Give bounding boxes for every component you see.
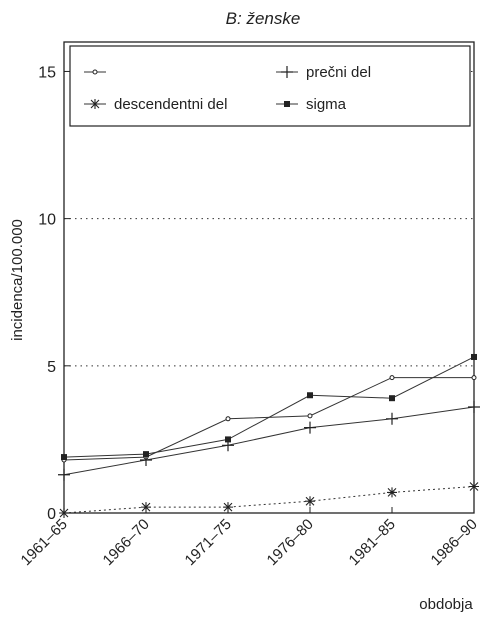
chart-title: B: ženske: [226, 9, 301, 28]
x-axis-label: obdobja: [419, 596, 473, 613]
point: [225, 416, 231, 422]
series-line: [63, 406, 475, 476]
x-tick-label: 1966–70: [100, 516, 153, 569]
point: [143, 451, 149, 458]
x-tick-label: 1986–90: [428, 516, 481, 569]
point: [471, 353, 477, 360]
legend-item: sigma: [276, 96, 347, 113]
y-tick-label: 10: [38, 212, 56, 229]
point: [468, 401, 480, 414]
legend: prečni del descendentni del sigma: [69, 45, 471, 127]
point: [223, 502, 233, 513]
point: [90, 99, 100, 109]
point: [304, 421, 316, 434]
series-line: [63, 356, 475, 458]
series-3: [59, 481, 479, 518]
point: [389, 395, 395, 402]
y-axis: 0 5 10 15: [38, 64, 70, 523]
legend-item: prečni del: [276, 64, 371, 81]
legend-label: sigma: [306, 96, 347, 113]
point: [281, 66, 293, 78]
point: [307, 413, 313, 419]
legend-label: prečni del: [306, 64, 371, 81]
point: [305, 496, 315, 507]
point: [307, 392, 313, 399]
legend-box: [69, 45, 471, 127]
series-line: [63, 486, 475, 514]
point: [92, 69, 98, 75]
legend-item: [84, 69, 106, 75]
x-tick-label: 1971–75: [182, 516, 235, 569]
series-4: [61, 353, 477, 461]
series-1: [61, 375, 477, 463]
point: [284, 101, 290, 107]
point: [386, 412, 398, 425]
x-tick-label: 1976–80: [264, 516, 317, 569]
series-line: [63, 377, 474, 461]
y-axis-label: incidenca/100.000: [9, 219, 26, 341]
plot-frame: [63, 41, 475, 514]
x-axis: 1961–65 1966–70 1971–75 1976–80 1981–85 1986–…: [18, 507, 481, 569]
point: [141, 502, 151, 513]
series-group: [58, 353, 480, 518]
legend-item: descendentni del: [84, 96, 227, 113]
y-tick-label: 15: [38, 64, 56, 81]
point: [61, 454, 67, 461]
point: [389, 375, 395, 381]
point: [469, 481, 479, 492]
point: [58, 468, 70, 481]
y-tick-label: 5: [47, 359, 56, 376]
point: [471, 375, 477, 381]
series-2: [58, 401, 480, 481]
point: [225, 436, 231, 443]
legend-label: descendentni del: [114, 96, 227, 113]
point: [59, 508, 69, 518]
x-tick-label: 1981–85: [346, 516, 399, 569]
point: [387, 487, 397, 498]
y-tick-label: 0: [47, 506, 56, 523]
x-tick-label: 1961–65: [18, 516, 71, 569]
